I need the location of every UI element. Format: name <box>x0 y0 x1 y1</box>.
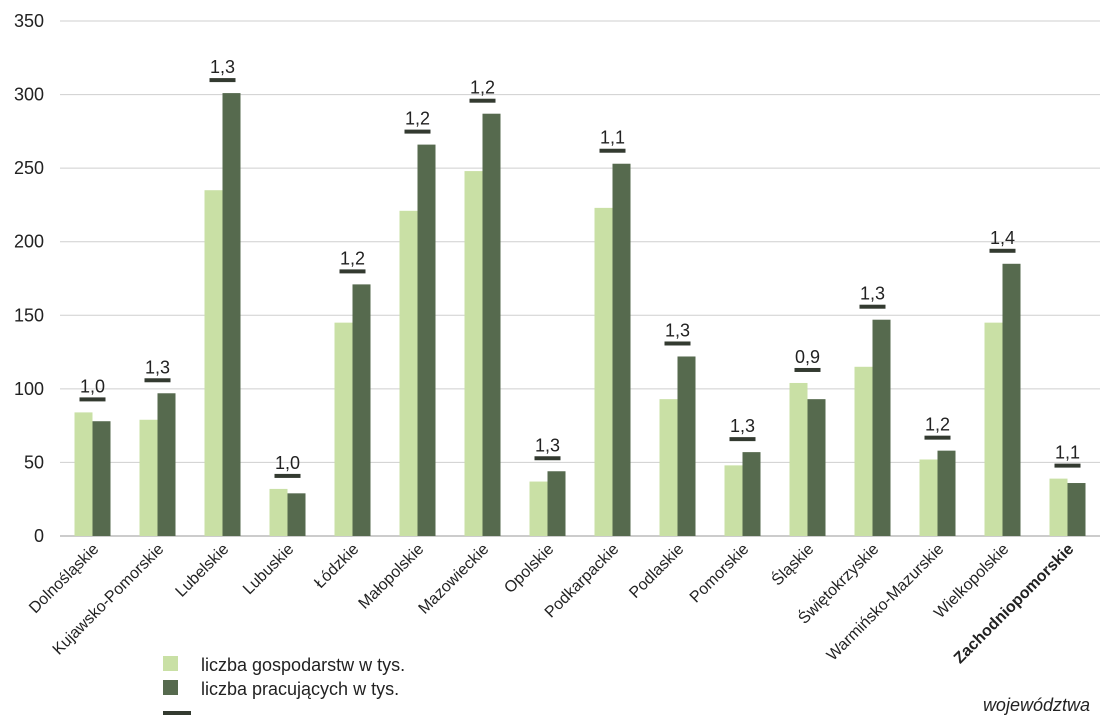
bar-workers <box>612 163 631 536</box>
bars <box>74 93 1086 537</box>
x-tick-label: Zachodniopomorskie <box>951 541 1078 668</box>
bar-households <box>334 322 353 536</box>
bar-households <box>984 322 1003 536</box>
y-axis: 0 50 100 150 200 250 300 350 <box>14 11 44 546</box>
x-tick-label: Podlaskie <box>626 541 687 602</box>
y-tick-label: 250 <box>14 158 44 178</box>
bar-households <box>789 382 808 536</box>
bar-households <box>854 366 873 536</box>
x-tick-label: Lubelskie <box>173 541 233 601</box>
ratio-label: 1,1 <box>600 128 625 148</box>
x-tick-label: Śląskie <box>767 539 817 589</box>
legend-label-workers: liczba pracujących w tys. <box>201 679 399 699</box>
ratio-marker <box>144 378 171 383</box>
bar-households <box>919 459 938 536</box>
x-tick-label: Pomorskie <box>687 541 753 607</box>
ratio-label: 1,2 <box>925 415 950 435</box>
y-tick-label: 300 <box>14 85 44 105</box>
ratio-marker <box>209 78 236 83</box>
bar-workers <box>742 452 761 536</box>
ratio-label: 1,3 <box>535 435 560 455</box>
bar-workers <box>1002 263 1021 536</box>
ratio-marker <box>599 148 626 153</box>
ratio-marker <box>79 397 106 402</box>
ratio-label: 1,3 <box>145 357 170 377</box>
ratio-label: 1,3 <box>860 284 885 304</box>
bar-workers <box>482 113 501 536</box>
bar-households <box>529 481 548 536</box>
x-axis-title: województwa <box>983 695 1090 715</box>
ratio-label: 1,0 <box>80 376 105 396</box>
ratio-label: 1,4 <box>990 228 1015 248</box>
ratio-label: 1,3 <box>730 416 755 436</box>
ratio-label: 0,9 <box>795 347 820 367</box>
x-tick-label: Lubuskie <box>240 541 297 598</box>
bar-households <box>204 190 223 536</box>
bar-workers <box>547 471 566 536</box>
ratio-marker <box>989 248 1016 253</box>
y-tick-label: 100 <box>14 379 44 399</box>
bar-households <box>594 207 613 536</box>
bar-workers <box>1067 483 1086 536</box>
ratio-markers: 1,0 1,3 1,3 1,0 1,2 1,2 1,2 1,3 1,1 1,3 1,3 0,9 1,3 1… <box>79 57 1081 478</box>
ratio-marker <box>794 367 821 372</box>
ratio-marker <box>339 269 366 274</box>
y-tick-label: 50 <box>24 452 44 472</box>
bar-workers <box>287 493 306 536</box>
ratio-label: 1,2 <box>470 78 495 98</box>
bar-households <box>464 171 483 537</box>
legend: liczba gospodarstw w tys. liczba pracują… <box>163 655 405 715</box>
ratio-label: 1,1 <box>1055 443 1080 463</box>
ratio-marker <box>664 341 691 346</box>
legend-swatch-workers <box>163 680 178 695</box>
bar-households <box>1049 478 1068 536</box>
y-tick-label: 350 <box>14 11 44 31</box>
x-tick-label: Warmińsko-Mazurskie <box>824 541 948 665</box>
bar-workers <box>937 450 956 536</box>
bar-households <box>724 465 743 536</box>
x-tick-label: Łódzkie <box>311 541 362 592</box>
bar-workers <box>92 421 111 536</box>
bar-households <box>659 399 678 536</box>
ratio-label: 1,3 <box>665 320 690 340</box>
bar-workers <box>872 319 891 536</box>
ratio-label: 1,0 <box>275 453 300 473</box>
ratio-label: 1,2 <box>340 248 365 268</box>
ratio-label: 1,2 <box>405 109 430 129</box>
ratio-marker <box>534 456 561 461</box>
ratio-marker <box>729 437 756 442</box>
bar-households <box>74 412 93 536</box>
x-tick-label: Małopolskie <box>356 541 428 613</box>
ratio-marker <box>924 435 951 440</box>
legend-swatch-ratio <box>163 711 191 715</box>
bar-households <box>399 210 418 537</box>
bar-workers <box>677 356 696 536</box>
bar-households <box>269 488 288 536</box>
y-tick-label: 150 <box>14 305 44 325</box>
ratio-label: 1,3 <box>210 57 235 77</box>
y-tick-label: 0 <box>34 526 44 546</box>
bar-workers <box>157 393 176 536</box>
legend-swatch-households <box>163 656 178 671</box>
y-tick-label: 200 <box>14 232 44 252</box>
ratio-marker <box>859 304 886 309</box>
bar-workers <box>222 93 241 536</box>
ratio-marker <box>1054 463 1081 468</box>
bar-workers <box>807 399 826 536</box>
legend-label-households: liczba gospodarstw w tys. <box>201 655 405 675</box>
x-tick-label: Mazowieckie <box>416 541 493 618</box>
bar-workers <box>417 144 436 536</box>
x-tick-label: Opolskie <box>501 541 557 597</box>
ratio-marker <box>404 129 431 134</box>
bar-households <box>139 419 158 536</box>
x-tick-label: Kujawsko-Pomorskie <box>50 541 168 659</box>
bar-workers <box>352 284 371 536</box>
ratio-marker <box>469 98 496 103</box>
ratio-marker <box>274 473 301 478</box>
